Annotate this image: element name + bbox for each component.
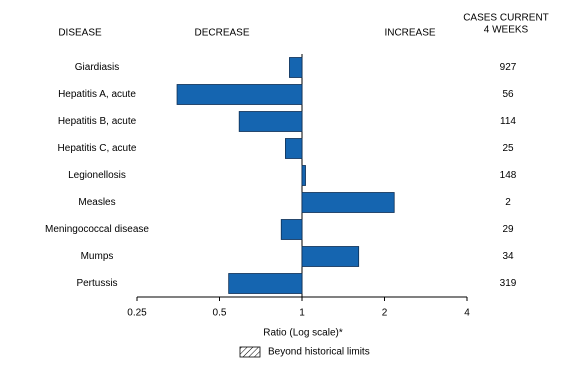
x-tick-label: 2 (382, 308, 388, 319)
bar (238, 111, 303, 132)
category-label: Hepatitis A, acute (58, 89, 136, 100)
bar (301, 165, 306, 186)
header-disease: DISEASE (58, 28, 102, 39)
bar (289, 57, 303, 78)
legend-swatch (239, 346, 261, 358)
cases-value: 148 (500, 170, 517, 181)
cases-value: 927 (500, 62, 517, 73)
header-decrease: DECREASE (194, 28, 249, 39)
x-tick-label: 1 (299, 308, 305, 319)
category-label: Hepatitis B, acute (58, 116, 137, 127)
header-increase: INCREASE (384, 28, 435, 39)
cases-value: 34 (502, 251, 514, 262)
cases-value: 29 (502, 224, 514, 235)
bar (228, 273, 303, 294)
bar (285, 138, 303, 159)
x-tick-label: 0.5 (213, 308, 227, 319)
category-label: Legionellosis (68, 170, 126, 181)
x-tick-label: 4 (464, 308, 470, 319)
cases-value: 25 (502, 143, 514, 154)
category-label: Mumps (81, 251, 114, 262)
header-cases: CASES CURRENT (463, 13, 549, 24)
category-label: Measles (78, 197, 115, 208)
x-axis-title: Ratio (Log scale)* (263, 328, 343, 339)
category-label: Giardiasis (75, 62, 119, 73)
bar (280, 219, 303, 240)
category-label: Hepatitis C, acute (58, 143, 137, 154)
bar (301, 246, 360, 267)
category-label: Meningococcal disease (45, 224, 149, 235)
x-tick-label: 0.25 (127, 308, 147, 319)
cases-value: 114 (500, 116, 516, 127)
legend-label: Beyond historical limits (268, 347, 370, 358)
header-cases: 4 WEEKS (484, 25, 529, 36)
bar (301, 192, 395, 213)
cases-value: 2 (505, 197, 511, 208)
category-label: Pertussis (76, 278, 117, 289)
cases-value: 319 (500, 278, 517, 289)
bar (176, 84, 303, 105)
cases-value: 56 (502, 89, 514, 100)
